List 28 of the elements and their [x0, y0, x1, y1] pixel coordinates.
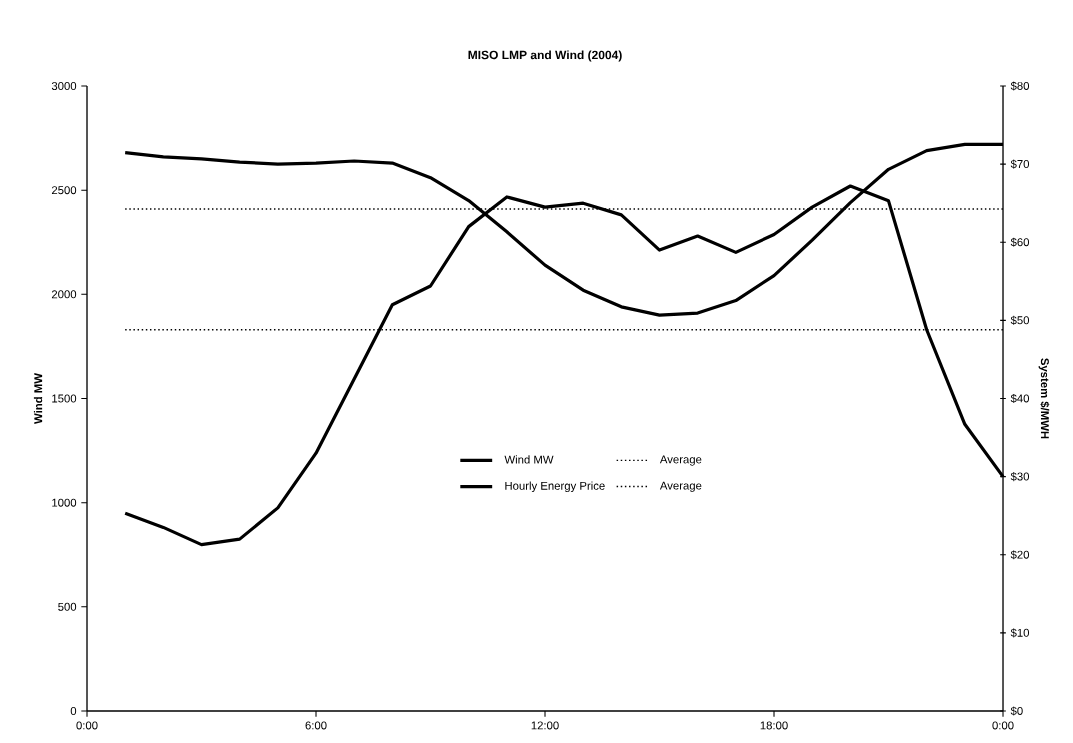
y-tick-label: 0 — [70, 707, 77, 716]
y2-tick-label: $80 — [1010, 81, 1030, 91]
y2-tick-label: $60 — [1010, 237, 1030, 247]
y-tick-label: 500 — [58, 602, 77, 611]
y-tick-label: 2500 — [51, 186, 77, 195]
y2-axis-title: System $/MWH — [1038, 358, 1050, 439]
y2-tick-label: $10 — [1010, 628, 1030, 638]
y2-tick-label: $0 — [1010, 706, 1023, 716]
x-tick-label: 6:00 — [305, 721, 327, 730]
legend-label: Hourly Energy Price — [505, 481, 605, 493]
y2-tick-label: $50 — [1010, 315, 1030, 325]
legend-label: Average — [659, 455, 702, 466]
y-tick-label: 3000 — [51, 81, 77, 90]
x-tick-label: 18:00 — [760, 721, 788, 730]
x-tick-label: 12:00 — [531, 721, 559, 730]
y-tick-label: 1000 — [52, 498, 77, 507]
y2-tick-label: $70 — [1010, 159, 1030, 169]
y-tick-label: 1500 — [52, 394, 77, 403]
x-tick-label: 0:00 — [76, 721, 98, 730]
legend-label: Average — [659, 481, 702, 492]
legend-label: Wind MW — [504, 455, 554, 464]
y2-tick-label: $40 — [1010, 393, 1030, 404]
y-axis-title: Wind MW — [33, 373, 43, 424]
y2-tick-label: $30 — [1010, 472, 1030, 482]
y-tick-label: 2000 — [51, 290, 77, 299]
chart-title: MISO LMP and Wind (2004) — [468, 50, 622, 62]
y2-tick-label: $20 — [1010, 550, 1030, 560]
x-tick-label: 0:00 — [992, 721, 1014, 730]
